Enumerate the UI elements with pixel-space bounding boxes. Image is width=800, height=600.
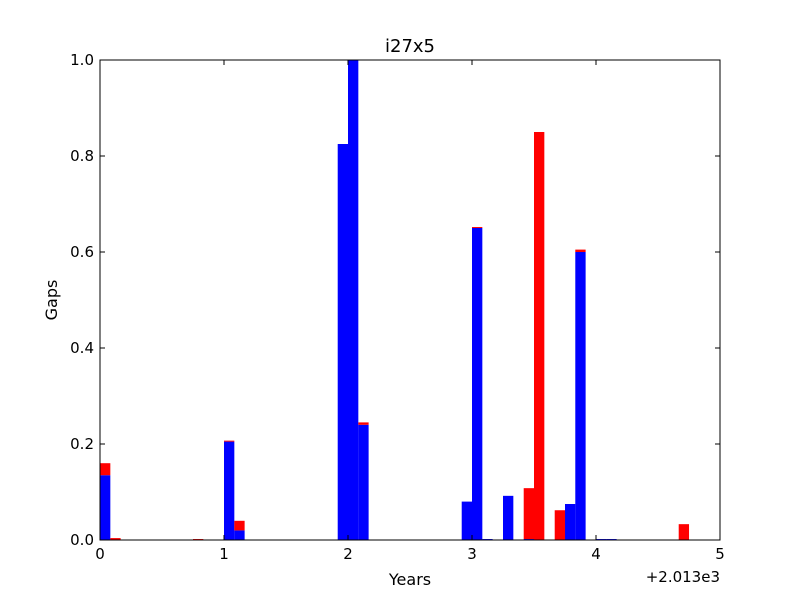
x-tick-label-5: 5 <box>715 545 725 563</box>
x-tick-label-3: 3 <box>467 545 477 563</box>
bar-series0-11 <box>565 504 576 540</box>
y-tick-label-0: 0.0 <box>70 531 94 549</box>
y-tick-label-5: 1.0 <box>70 51 94 69</box>
bar-series1-6 <box>472 227 483 228</box>
bar-series1-1 <box>110 538 121 540</box>
chart-title: i27x5 <box>385 36 435 57</box>
bar-series0-4 <box>348 60 359 540</box>
bar-series1-8 <box>534 132 545 540</box>
bars-group <box>100 60 690 540</box>
bar-series0-9 <box>503 495 514 540</box>
y-tick-label-2: 0.4 <box>70 339 94 357</box>
bar-series0-6 <box>461 501 473 540</box>
bar-series0-2 <box>234 530 245 540</box>
bar-series1-4 <box>234 520 245 531</box>
bar-series1-3 <box>224 440 235 442</box>
bar-series0-0 <box>100 475 111 540</box>
bar-series1-5 <box>358 422 369 425</box>
x-tick-label-2: 2 <box>343 545 353 563</box>
x-tick-label-0: 0 <box>95 545 105 563</box>
bar-series1-0 <box>100 463 111 476</box>
bar-series1-11 <box>678 524 690 540</box>
plot-frame <box>99 59 721 541</box>
y-tick-label-4: 0.8 <box>70 147 94 165</box>
ticks-group: 0 1 2 3 4 5 0.0 0.2 0.4 0.6 0.8 1.0 <box>70 51 725 563</box>
bar-series1-7 <box>523 488 535 540</box>
x-axis-offset-label: +2.013e3 <box>646 568 720 586</box>
bar-series0-12 <box>575 252 586 540</box>
bar-series0-7 <box>472 228 483 540</box>
x-axis-title: Years <box>388 570 431 589</box>
y-tick-label-1: 0.2 <box>70 435 94 453</box>
y-axis-title: Gaps <box>42 280 61 321</box>
y-tick-label-3: 0.6 <box>70 243 94 261</box>
bar-series1-10 <box>575 249 586 252</box>
bar-series0-5 <box>358 424 369 540</box>
bar-series1-9 <box>554 510 566 540</box>
x-tick-label-4: 4 <box>591 545 601 563</box>
bar-series0-3 <box>337 144 349 540</box>
x-tick-label-1: 1 <box>219 545 229 563</box>
bar-series0-1 <box>224 441 235 540</box>
